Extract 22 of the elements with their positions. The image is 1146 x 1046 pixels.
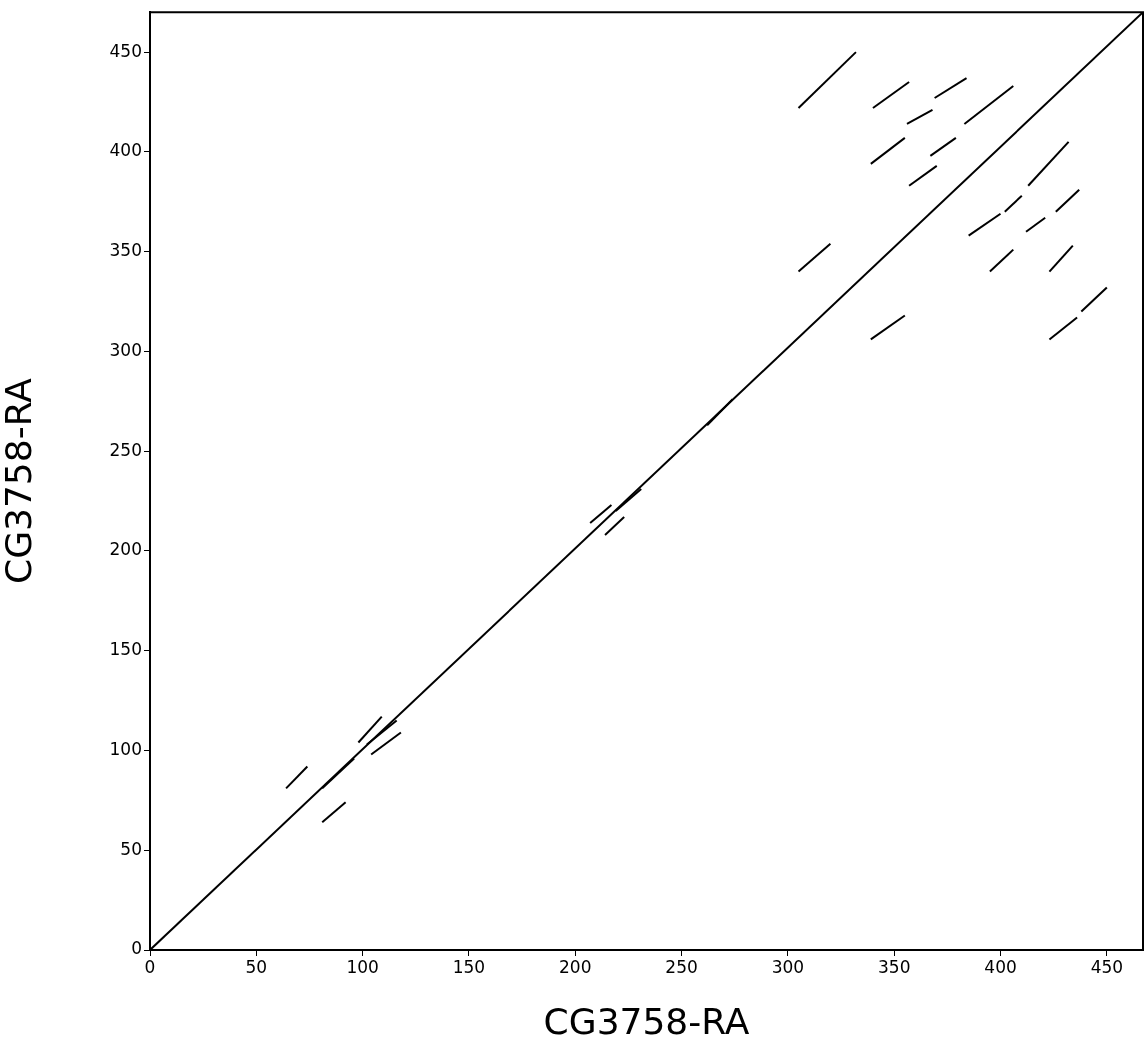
x-tick-label: 150	[452, 956, 486, 977]
y-tick-label: 100	[109, 738, 142, 759]
x-tick-label: 300	[771, 956, 805, 977]
y-tick-label: 300	[109, 339, 142, 360]
y-tick-label: 350	[109, 240, 142, 261]
x-tick-label: 50	[245, 956, 268, 977]
y-tick-label: 450	[109, 40, 142, 61]
y-tick-label: 250	[109, 439, 142, 460]
x-tick-label: 0	[144, 956, 156, 977]
x-tick-label: 200	[559, 956, 592, 977]
x-tick-label: 450	[1090, 956, 1124, 977]
x-tick-label: 350	[877, 956, 911, 977]
x-tick-label: 250	[665, 956, 698, 977]
x-tick-label: 100	[346, 956, 379, 977]
y-tick-label: 50	[120, 838, 142, 859]
y-tick-label: 200	[109, 539, 142, 560]
y-tick-label: 400	[109, 140, 142, 161]
x-axis-title: CG3758-RA	[543, 1000, 750, 1042]
y-tick-label: 0	[131, 938, 142, 959]
y-tick-label: 150	[109, 639, 142, 660]
y-axis-title: CG3758-RA	[0, 377, 39, 585]
x-tick-label: 400	[984, 956, 1017, 977]
